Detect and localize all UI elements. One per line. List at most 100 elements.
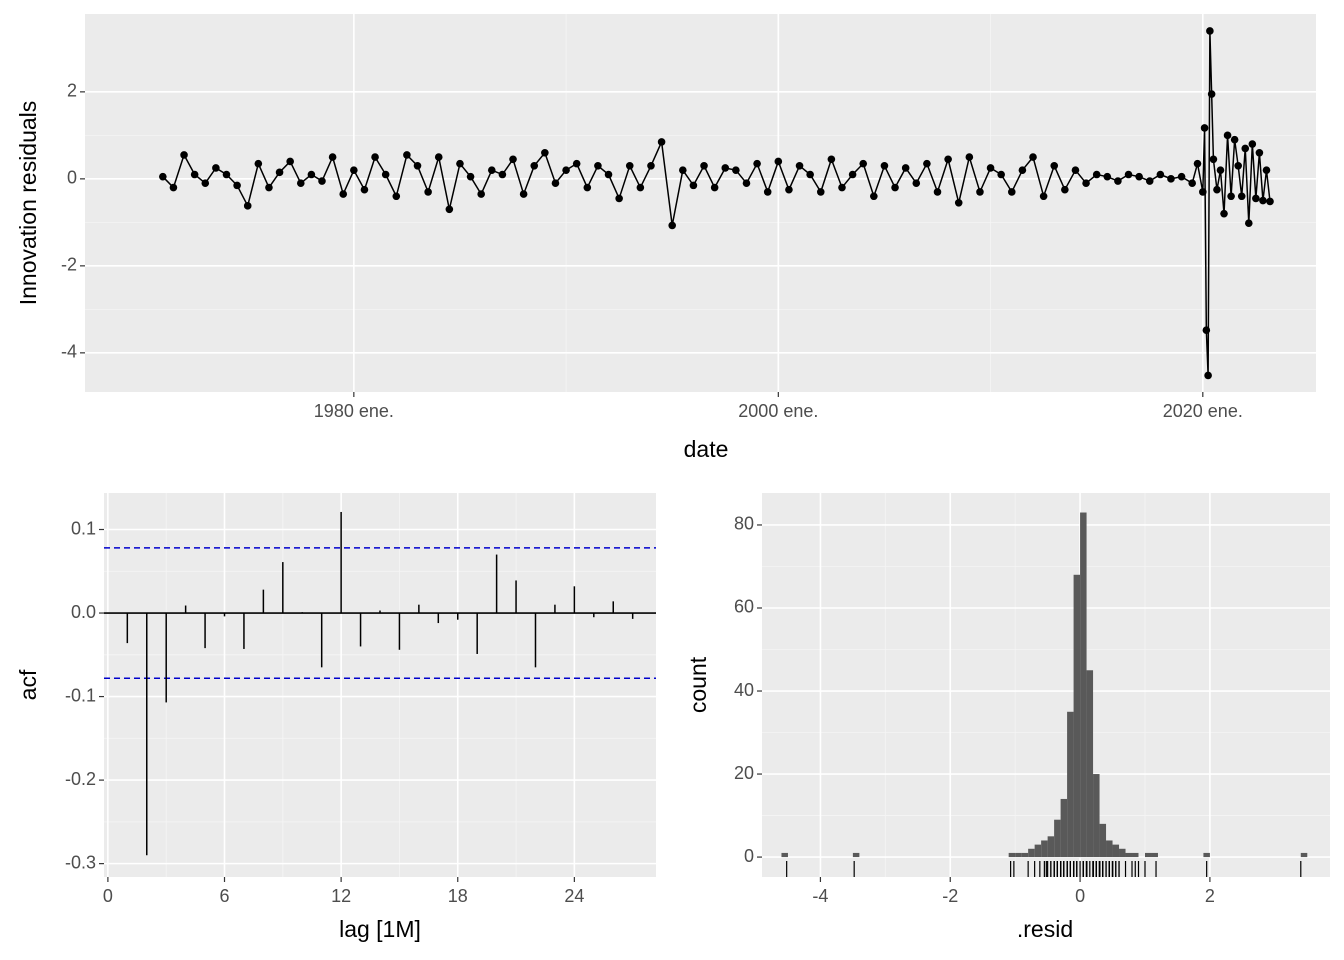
- residual-point: [604, 170, 613, 179]
- residual-point: [1007, 188, 1016, 196]
- residual-point: [456, 159, 464, 168]
- residual-point: [222, 170, 231, 179]
- residual-point: [901, 164, 910, 172]
- residual-point: [350, 166, 358, 174]
- histogram-bar: [1144, 852, 1152, 858]
- residual-point: [572, 159, 581, 168]
- histogram-bar: [1099, 823, 1107, 858]
- residual-point: [541, 148, 549, 157]
- y-tick-label: -0.2: [65, 769, 96, 789]
- y-tick-label: 60: [734, 597, 754, 617]
- residual-point: [933, 188, 942, 196]
- residual-point: [615, 194, 623, 203]
- histogram-bar: [1300, 852, 1308, 858]
- residual-point: [1156, 170, 1165, 179]
- residual-point: [392, 192, 401, 201]
- x-axis-title: lag [1M]: [339, 916, 421, 942]
- y-tick-label: 40: [734, 680, 754, 700]
- residual-point: [753, 159, 761, 168]
- residual-point: [243, 202, 252, 210]
- residual-point: [1167, 175, 1175, 183]
- residual-point: [1029, 153, 1037, 161]
- histogram-bar: [1047, 836, 1055, 858]
- x-tick-label: 12: [331, 886, 351, 906]
- residual-point: [371, 153, 379, 161]
- panel: [104, 493, 656, 877]
- residual-point: [551, 179, 560, 188]
- residual-point: [509, 155, 517, 164]
- residual-point: [275, 168, 284, 177]
- residual-point: [1124, 170, 1133, 179]
- residual-point: [487, 166, 496, 174]
- residual-point: [827, 155, 836, 164]
- histogram-bar: [1093, 774, 1100, 858]
- residual-point: [201, 179, 210, 188]
- residual-point: [1248, 140, 1257, 148]
- residual-point: [636, 183, 645, 192]
- residual-point: [1255, 148, 1264, 157]
- panel: [762, 493, 1330, 877]
- residual-point: [1092, 170, 1101, 179]
- residual-point: [445, 205, 454, 214]
- residual-point: [1145, 177, 1154, 185]
- residual-point: [710, 183, 719, 192]
- residual-point: [880, 162, 889, 170]
- histogram-bar: [1080, 512, 1087, 858]
- y-tick-label: 0.0: [71, 602, 96, 622]
- residual-point: [1220, 209, 1228, 218]
- residual-point: [159, 172, 167, 181]
- residual-point: [742, 179, 751, 188]
- x-axis-title: date: [684, 436, 729, 462]
- y-axis-title: Innovation residuals: [15, 101, 41, 306]
- residual-point: [1082, 179, 1090, 188]
- residual-point: [562, 166, 570, 174]
- histogram-bar: [1015, 852, 1022, 858]
- residual-point: [1071, 166, 1080, 174]
- residual-point: [1209, 155, 1218, 164]
- residual-point: [976, 188, 984, 196]
- residual-point: [954, 198, 963, 207]
- y-axis-title: count: [685, 656, 711, 713]
- residual-point: [763, 188, 772, 196]
- residual-point: [424, 188, 432, 196]
- residual-point: [466, 172, 475, 181]
- residual-point: [668, 221, 677, 230]
- residual-point: [1207, 90, 1216, 98]
- residual-point: [1266, 197, 1274, 206]
- residual-point: [700, 162, 708, 170]
- residual-point: [1135, 172, 1143, 181]
- residual-point: [1262, 166, 1271, 174]
- residual-point: [1018, 166, 1027, 174]
- histogram-bar: [852, 852, 860, 858]
- residual-point: [233, 181, 241, 190]
- residual-point: [1199, 188, 1207, 196]
- x-tick-label: 1980 ene.: [314, 401, 394, 421]
- residual-point: [180, 151, 188, 159]
- y-tick-label: 0: [67, 168, 77, 188]
- histogram-bar: [1060, 798, 1068, 858]
- residual-point: [848, 170, 857, 179]
- histogram-bar: [1125, 852, 1133, 858]
- histogram-bar: [1028, 848, 1035, 858]
- y-tick-label: -2: [61, 255, 77, 275]
- residual-point: [859, 159, 868, 168]
- residual-point: [286, 157, 294, 166]
- residual-point: [254, 159, 263, 168]
- residual-point: [679, 166, 687, 174]
- residual-point: [912, 179, 921, 188]
- histogram-bar: [1008, 852, 1016, 858]
- residual-point: [732, 166, 740, 174]
- x-tick-label: -2: [942, 886, 958, 906]
- residual-point: [1177, 172, 1186, 181]
- x-tick-label: 6: [219, 886, 229, 906]
- y-tick-label: 0: [744, 846, 754, 866]
- x-tick-label: 0: [103, 886, 113, 906]
- residual-point: [583, 183, 592, 192]
- residual-point: [1188, 179, 1196, 188]
- residual-point: [1061, 185, 1069, 194]
- residual-point: [1103, 172, 1112, 181]
- residual-point: [1039, 192, 1048, 201]
- residual-point: [1193, 159, 1202, 168]
- residual-point: [190, 170, 199, 179]
